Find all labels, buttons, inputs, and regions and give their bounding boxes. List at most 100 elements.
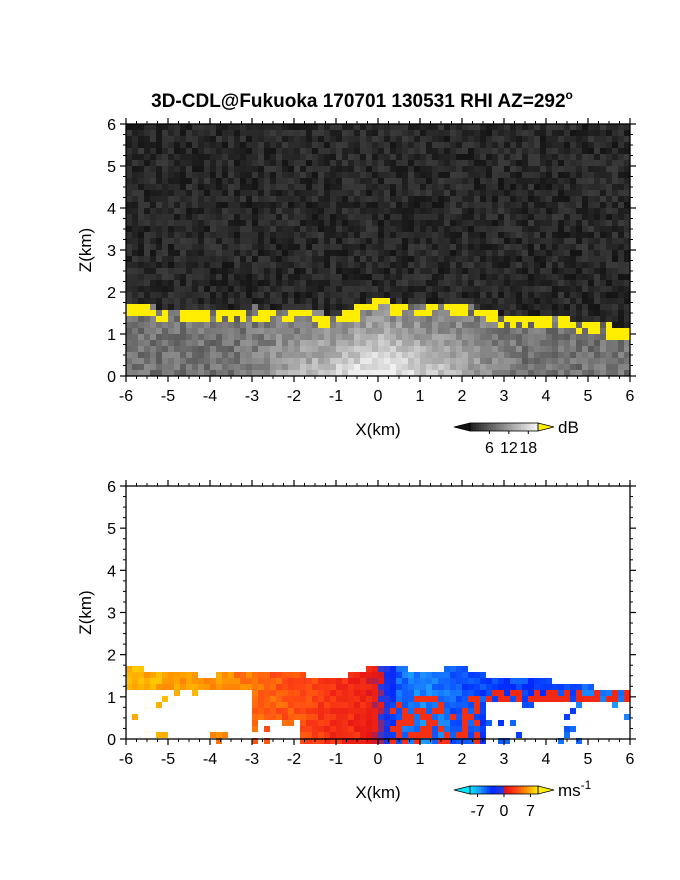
signal-cell (576, 142, 582, 148)
signal-cell (384, 262, 390, 268)
signal-cell (582, 250, 588, 256)
signal-cell (312, 226, 318, 232)
signal-cell (486, 226, 492, 232)
signal-cell (324, 334, 330, 340)
signal-cell (504, 160, 510, 166)
signal-cell (594, 346, 600, 352)
signal-cell (546, 298, 552, 304)
signal-cell (618, 244, 624, 250)
signal-cell (516, 244, 522, 250)
signal-cell (396, 364, 402, 370)
signal-cell (576, 220, 582, 226)
signal-cell (210, 352, 216, 358)
signal-cell (246, 238, 252, 244)
signal-cell (450, 154, 456, 160)
signal-cell (168, 166, 174, 172)
signal-cell (576, 322, 582, 328)
signal-cell (312, 274, 318, 280)
velocity-cell (384, 714, 390, 720)
signal-cell (264, 352, 270, 358)
signal-cell (186, 202, 192, 208)
signal-cell (420, 298, 426, 304)
signal-cell (564, 334, 570, 340)
signal-cell (612, 178, 618, 184)
signal-cell (222, 358, 228, 364)
velocity-cell (258, 714, 264, 720)
colorbar-tick-label: 7 (526, 803, 535, 820)
signal-cell (552, 298, 558, 304)
signal-cell (144, 328, 150, 334)
signal-cell (612, 250, 618, 256)
velocity-cell (168, 678, 174, 684)
signal-cell (384, 268, 390, 274)
signal-cell (306, 286, 312, 292)
signal-cell (432, 178, 438, 184)
signal-cell (402, 166, 408, 172)
signal-cell (324, 358, 330, 364)
signal-cell (354, 292, 360, 298)
velocity-cell (168, 672, 174, 678)
signal-cell (486, 172, 492, 178)
signal-cell (624, 196, 630, 202)
signal-cell (150, 280, 156, 286)
signal-cell (342, 142, 348, 148)
signal-cell (456, 364, 462, 370)
signal-cell (624, 214, 630, 220)
signal-cell (480, 310, 486, 316)
velocity-cell (324, 720, 330, 726)
signal-cell (432, 172, 438, 178)
signal-cell (138, 346, 144, 352)
signal-cell (258, 292, 264, 298)
velocity-cell (144, 678, 150, 684)
signal-cell (408, 316, 414, 322)
signal-cell (462, 298, 468, 304)
signal-cell (318, 202, 324, 208)
signal-cell (162, 262, 168, 268)
signal-cell (342, 298, 348, 304)
signal-cell (360, 340, 366, 346)
signal-cell (396, 316, 402, 322)
signal-cell (504, 202, 510, 208)
signal-cell (312, 172, 318, 178)
signal-cell (348, 184, 354, 190)
signal-cell (372, 214, 378, 220)
signal-cell (300, 274, 306, 280)
velocity-cell (498, 678, 504, 684)
signal-cell (546, 190, 552, 196)
signal-cell (414, 202, 420, 208)
signal-cell (558, 148, 564, 154)
signal-cell (360, 298, 366, 304)
y-tick-label: 2 (107, 648, 116, 665)
signal-cell (414, 256, 420, 262)
signal-cell (420, 310, 426, 316)
signal-cell (558, 178, 564, 184)
signal-cell (294, 196, 300, 202)
signal-cell (246, 250, 252, 256)
velocity-cell (282, 678, 288, 684)
signal-cell (168, 160, 174, 166)
signal-cell (270, 178, 276, 184)
signal-cell (162, 154, 168, 160)
signal-cell (174, 136, 180, 142)
signal-cell (336, 358, 342, 364)
signal-cell (348, 274, 354, 280)
signal-cell (360, 160, 366, 166)
velocity-cell (192, 678, 198, 684)
signal-cell (366, 274, 372, 280)
signal-cell (252, 322, 258, 328)
signal-cell (492, 322, 498, 328)
signal-cell (570, 214, 576, 220)
signal-cell (438, 322, 444, 328)
signal-cell (348, 298, 354, 304)
signal-cell (300, 310, 306, 316)
signal-cell (576, 124, 582, 130)
velocity-cell (456, 738, 462, 744)
signal-cell (588, 262, 594, 268)
signal-cell (516, 256, 522, 262)
signal-cell (414, 268, 420, 274)
signal-cell (156, 274, 162, 280)
signal-cell (270, 316, 276, 322)
velocity-cell (390, 726, 396, 732)
signal-cell (576, 154, 582, 160)
signal-cell (306, 334, 312, 340)
